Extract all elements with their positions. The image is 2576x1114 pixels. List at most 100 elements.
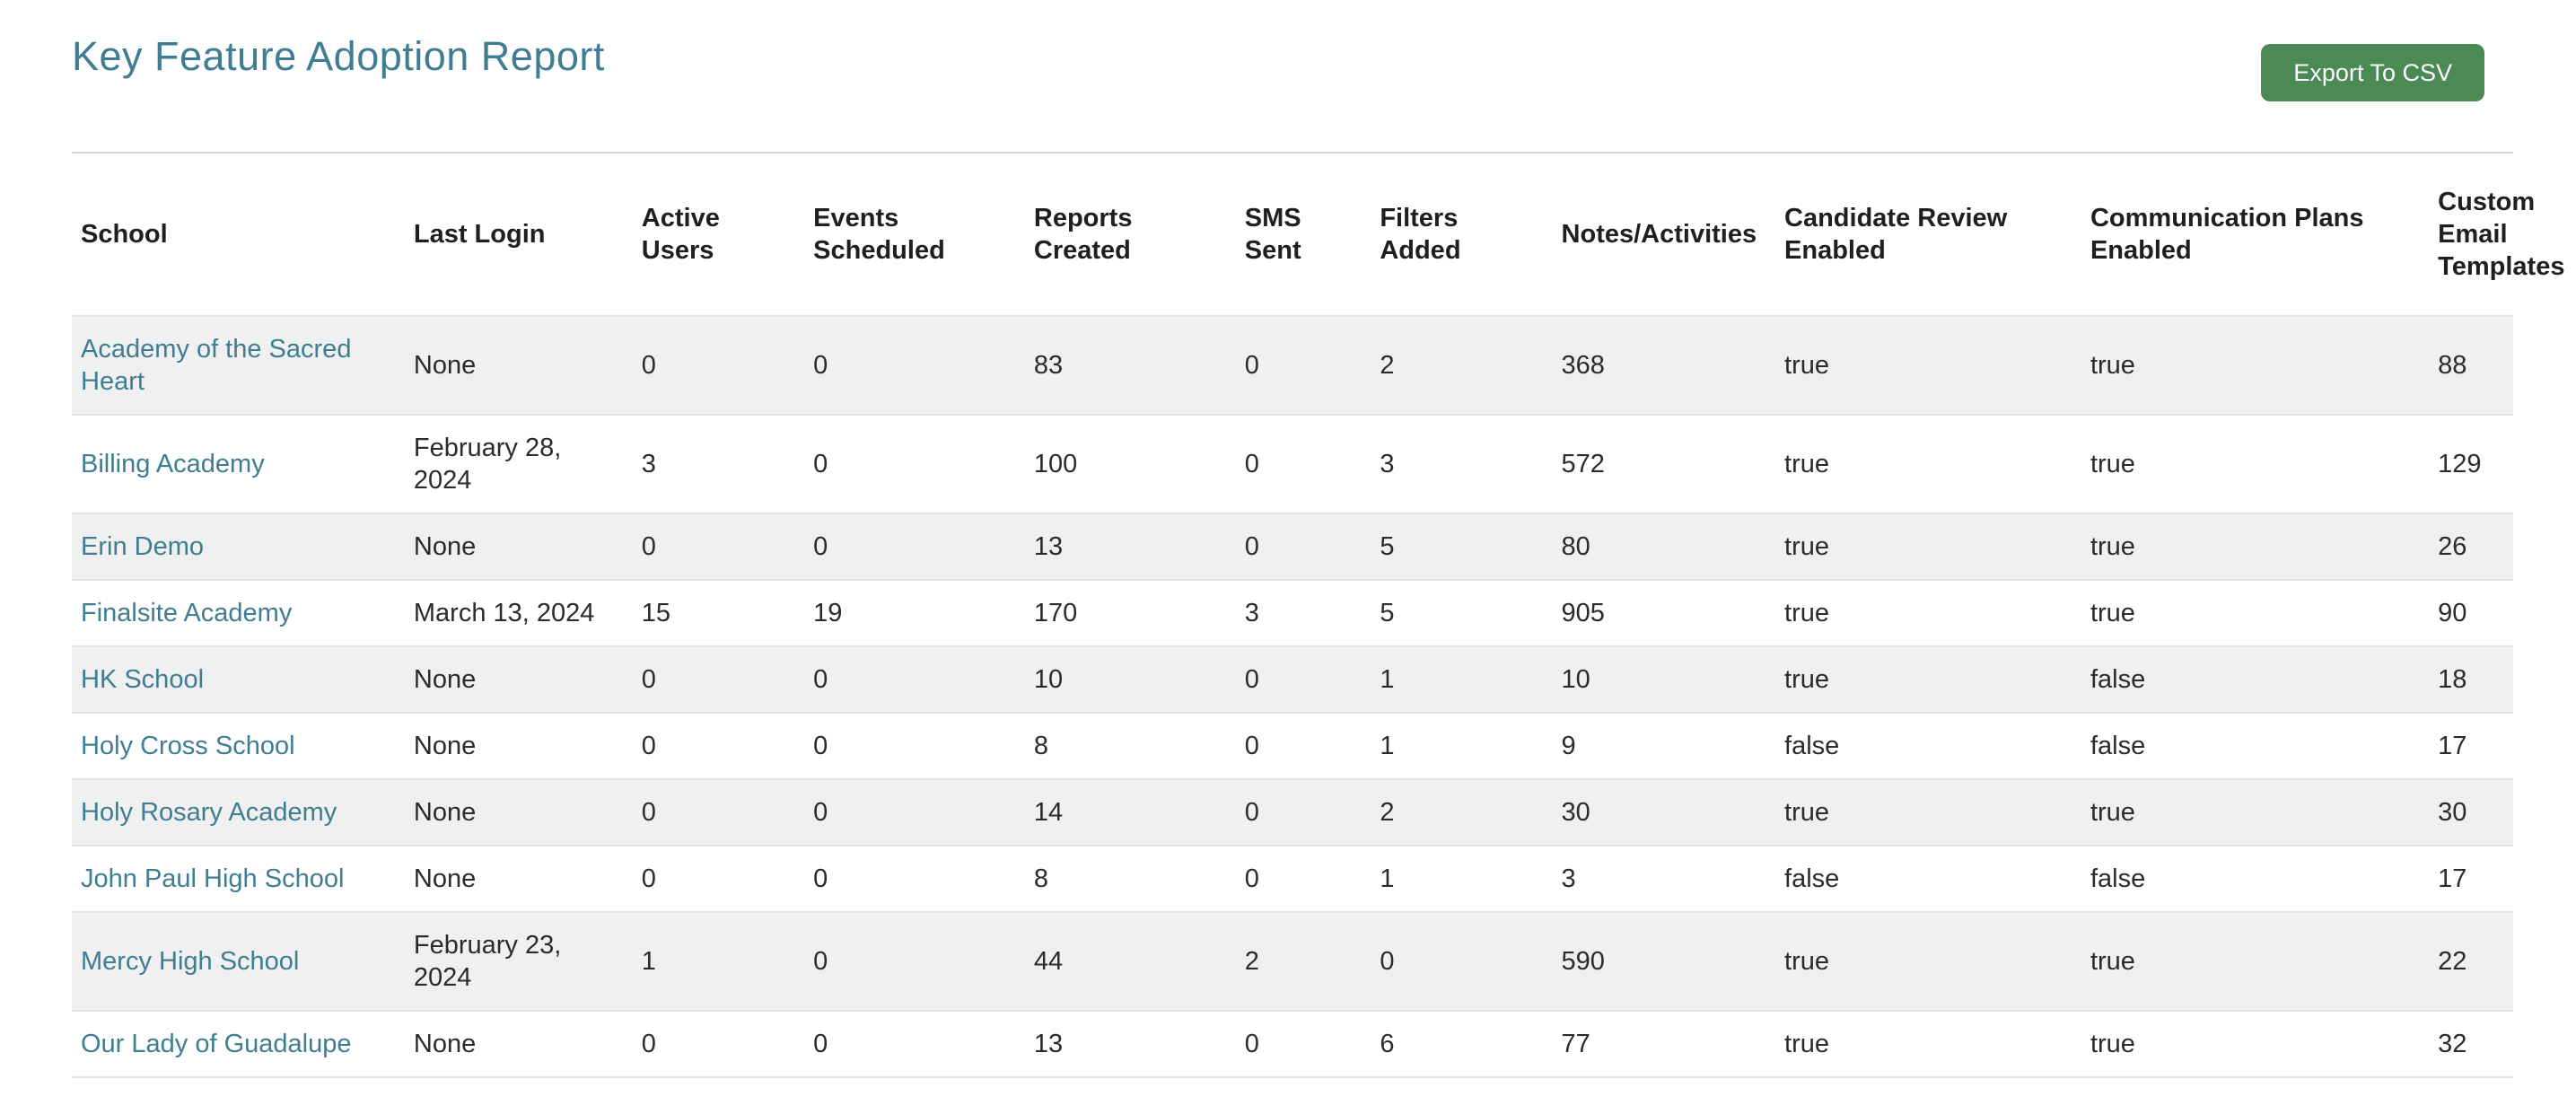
table-cell: true (1784, 947, 1829, 976)
table-row: Mercy High School February 23, 2024 1 0 44 2 0… (72, 912, 2513, 1011)
school-link[interactable]: Our Lady of Guadalupe (81, 1030, 352, 1058)
table-cell: false (1784, 732, 1840, 760)
table-cell: None (413, 732, 477, 760)
table-cell: 0 (813, 947, 828, 976)
table-cell: true (1784, 351, 1829, 380)
column-header: Communication Plans Enabled (2090, 204, 2364, 265)
school-link[interactable]: Holy Rosary Academy (81, 798, 337, 827)
table-cell: 77 (1561, 1030, 1590, 1058)
school-cell: Holy Cross School (72, 713, 405, 779)
table-cell: None (413, 351, 477, 380)
table-cell: 19 (813, 599, 843, 627)
table-cell: 0 (1244, 665, 1259, 694)
table-cell: 0 (641, 864, 656, 893)
table-cell: 0 (813, 351, 828, 380)
table-cell: 0 (641, 1030, 656, 1058)
school-link[interactable]: Holy Cross School (81, 732, 295, 760)
table-body: Academy of the Sacred Heart None 0 0 83 0 2 3 6 8… (72, 316, 2513, 1077)
school-link[interactable]: Erin Demo (81, 532, 204, 561)
table-cell: None (413, 665, 477, 694)
table-cell: true (2090, 947, 2135, 976)
column-header: Active Users (641, 204, 720, 265)
table-cell: 572 (1561, 450, 1605, 478)
feature-adoption-table: School Last Login Active Users Events Sched… (72, 154, 2564, 1078)
table-cell: 32 (2438, 1030, 2467, 1058)
table-cell: 129 (2438, 450, 2482, 478)
table-row: Erin Demo None 0 0 13 0 5 80 true true 26 (72, 513, 2513, 580)
table-row: HK School None 0 0 10 0 1 10 true false 18 (72, 646, 2513, 713)
table-cell: 0 (1244, 864, 1259, 893)
table-cell: 14 (1033, 798, 1064, 827)
table-cell: 0 (813, 798, 828, 827)
column-header: Events Scheduled (813, 204, 945, 265)
table-cell: 1 (1380, 864, 1395, 893)
table-header-row: School Last Login Active Users Events Sched… (72, 154, 2564, 316)
table-cell: false (2090, 732, 2146, 760)
column-header: SMS Sent (1244, 204, 1301, 265)
table-cell: true (2090, 1030, 2135, 1058)
header-divider (72, 152, 2513, 154)
school-link[interactable]: Academy of the Sacred Heart (81, 335, 352, 396)
school-link[interactable]: HK School (81, 665, 205, 694)
column-header: Reports Created (1033, 204, 1133, 265)
table-cell: 590 (1561, 947, 1605, 976)
table-row: Our Lady of Guadalupe None 0 0 13 0 6 77 true tru… (72, 1011, 2513, 1077)
school-cell: Our Lady of Guadalupe (72, 1011, 405, 1077)
table-cell: 0 (813, 532, 828, 561)
table-cell: 0 (1244, 1030, 1259, 1058)
table-cell: 18 (2438, 665, 2467, 694)
school-link[interactable]: John Paul High School (81, 864, 345, 893)
table-cell: 17 (2438, 864, 2467, 893)
table-cell: 1 (641, 947, 656, 976)
table-cell: true (2090, 351, 2135, 380)
table-cell: 88 (2438, 351, 2467, 380)
table-cell: 15 (641, 599, 671, 627)
table-cell: 0 (813, 864, 828, 893)
table-cell: March 13, 2024 (413, 599, 595, 627)
table-cell: 13 (1033, 1030, 1064, 1058)
table-cell: true (1784, 1030, 1829, 1058)
table-cell: 0 (813, 1030, 828, 1058)
table-cell: true (1784, 532, 1829, 561)
table-cell: false (1784, 864, 1840, 893)
table-cell: 10 (1561, 665, 1590, 694)
table-cell: false (2090, 665, 2146, 694)
table-cell: 0 (1380, 947, 1395, 976)
school-cell: Holy Rosary Academy (72, 779, 405, 846)
table-row: Holy Cross School None 0 0 8 0 1 9 false false 17 (72, 713, 2513, 779)
table-cell: false (2090, 864, 2146, 893)
table-cell: 3 (1244, 599, 1259, 627)
export-to-csv-button[interactable]: Export To CSV (2261, 44, 2484, 101)
school-cell: Erin Demo (72, 513, 405, 580)
table-cell: 0 (641, 532, 656, 561)
table-cell: 0 (641, 665, 656, 694)
table-cell: 80 (1561, 532, 1590, 561)
table-row: Academy of the Sacred Heart None 0 0 83 0 2 368… (72, 316, 2513, 415)
table-cell: 6 (1380, 1030, 1395, 1058)
column-header: School (81, 220, 168, 249)
table-cell: 0 (813, 450, 828, 478)
table-cell: 1 (1380, 665, 1395, 694)
school-cell: Billing Academy (72, 415, 405, 513)
table-cell: 10 (1033, 665, 1064, 694)
table-cell: 0 (1244, 351, 1259, 380)
school-cell: John Paul High School (72, 846, 405, 912)
table-cell: 0 (1244, 532, 1259, 561)
table-cell: 1 (1380, 732, 1395, 760)
table-cell: true (2090, 450, 2135, 478)
table-cell: 2 (1380, 351, 1395, 380)
table-cell: 100 (1033, 450, 1078, 478)
table-cell: 83 (1033, 351, 1064, 380)
table-cell: true (1784, 450, 1829, 478)
table-row: John Paul High School None 0 0 8 0 1 3 false fals… (72, 846, 2513, 912)
table-row: Holy Rosary Academy None 0 0 14 0 2 30 true true 3… (72, 779, 2513, 846)
table-cell: 905 (1561, 599, 1605, 627)
school-link[interactable]: Finalsite Academy (81, 599, 293, 627)
table-cell: 0 (1244, 798, 1259, 827)
school-link[interactable]: Billing Academy (81, 450, 265, 478)
table-cell: 5 (1380, 532, 1395, 561)
school-link[interactable]: Mercy High School (81, 947, 300, 976)
school-cell: Mercy High School (72, 912, 405, 1011)
table-cell: February 23, 2024 (413, 931, 562, 992)
